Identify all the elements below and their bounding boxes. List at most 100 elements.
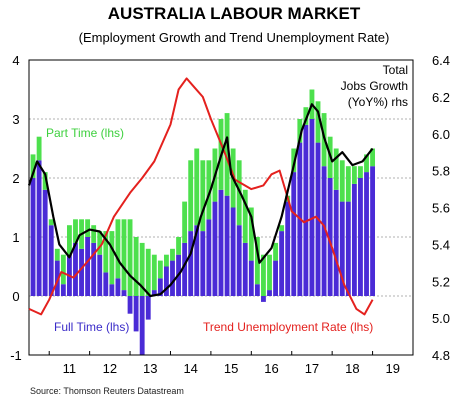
x-tick-label: 17 bbox=[305, 361, 319, 376]
bar-part-time bbox=[273, 242, 278, 261]
y-right-tick-label: 5.2 bbox=[432, 274, 450, 289]
bar-full-time bbox=[42, 189, 48, 296]
x-tick-label: 14 bbox=[183, 361, 197, 376]
bar-part-time bbox=[224, 113, 230, 196]
x-tick-label: 16 bbox=[264, 361, 278, 376]
bar-full-time bbox=[291, 172, 297, 296]
y-right-tick-label: 6.4 bbox=[432, 53, 450, 68]
bar-part-time bbox=[333, 148, 339, 190]
bar-full-time bbox=[194, 225, 200, 296]
bar-part-time bbox=[73, 219, 78, 243]
bar-full-time bbox=[206, 219, 212, 296]
y-left-tick-label: 1 bbox=[12, 230, 19, 245]
bar-part-time bbox=[97, 231, 103, 255]
bar-full-time bbox=[261, 296, 266, 302]
bar-part-time bbox=[42, 172, 48, 190]
bar-full-time bbox=[236, 225, 242, 296]
bar-part-time bbox=[133, 237, 139, 296]
bar-part-time bbox=[315, 101, 321, 143]
bar-full-time bbox=[242, 242, 248, 296]
annotation-unemployment: Trend Unemployment Rate (lhs) bbox=[203, 320, 373, 334]
bar-full-time bbox=[127, 296, 133, 314]
chart-title: AUSTRALIA LABOUR MARKET bbox=[107, 4, 361, 23]
bar-part-time bbox=[370, 148, 376, 167]
bar-full-time bbox=[36, 160, 42, 296]
bar-full-time bbox=[133, 296, 139, 332]
bar-part-time bbox=[351, 166, 357, 184]
bar-full-time bbox=[327, 178, 333, 296]
y-left-tick-label: -1 bbox=[10, 348, 22, 363]
chart-source: Source: Thomson Reuters Datastream bbox=[30, 386, 184, 396]
bar-full-time bbox=[267, 290, 272, 296]
bar-full-time bbox=[285, 201, 291, 296]
bar-full-time bbox=[115, 278, 121, 296]
bar-full-time bbox=[170, 260, 175, 296]
y-right-tick-label: 4.8 bbox=[432, 348, 450, 363]
bar-full-time bbox=[224, 195, 230, 296]
bar-part-time bbox=[30, 154, 36, 178]
bar-part-time bbox=[303, 107, 309, 125]
bar-part-time bbox=[345, 166, 351, 202]
bar-full-time bbox=[309, 119, 315, 296]
y-left-tick-label: 0 bbox=[12, 289, 19, 304]
bar-full-time bbox=[254, 284, 260, 296]
bar-part-time bbox=[157, 260, 163, 279]
bar-full-time bbox=[91, 242, 97, 296]
bar-full-time bbox=[54, 260, 60, 296]
bar-full-time bbox=[364, 172, 369, 296]
bar-full-time bbox=[218, 189, 224, 296]
bar-full-time bbox=[60, 284, 66, 296]
bar-part-time bbox=[206, 160, 212, 220]
y-left-tick-label: 4 bbox=[12, 53, 19, 68]
bar-full-time bbox=[30, 178, 36, 296]
bar-part-time bbox=[194, 148, 200, 226]
annotation-total-line3: (YoY%) rhs bbox=[348, 95, 408, 109]
bar-part-time bbox=[151, 254, 157, 291]
bar-full-time bbox=[248, 260, 254, 296]
bar-full-time bbox=[321, 166, 327, 296]
line-total-jobs-growth bbox=[27, 103, 374, 298]
plot-frame bbox=[28, 59, 414, 356]
bar-part-time bbox=[139, 242, 145, 296]
line-trend-unemployment bbox=[28, 77, 374, 316]
bar-full-time bbox=[230, 207, 236, 296]
y-right-tick-label: 5.0 bbox=[432, 311, 450, 326]
bar-part-time bbox=[261, 254, 266, 296]
y-right-tick-label: 5.4 bbox=[432, 237, 450, 252]
bar-full-time bbox=[212, 201, 218, 296]
bar-part-time bbox=[91, 225, 97, 243]
bar-full-time bbox=[85, 237, 91, 296]
bar-part-time bbox=[248, 207, 254, 261]
bar-part-time bbox=[200, 160, 206, 232]
bar-part-time bbox=[85, 219, 91, 237]
x-tick-label: 11 bbox=[63, 361, 77, 376]
bar-part-time bbox=[164, 254, 169, 267]
y-right-tick-label: 6.0 bbox=[432, 127, 450, 142]
bar-full-time bbox=[139, 296, 145, 355]
x-tick-label: 18 bbox=[345, 361, 359, 376]
y-left-tick-label: 2 bbox=[12, 171, 19, 186]
bar-part-time bbox=[48, 219, 54, 226]
bar-part-time bbox=[297, 119, 303, 143]
bar-part-time bbox=[115, 219, 121, 279]
bar-part-time bbox=[176, 237, 181, 255]
bar-part-time bbox=[182, 201, 188, 243]
bar-full-time bbox=[109, 284, 115, 296]
bar-full-time bbox=[103, 272, 109, 296]
bar-part-time bbox=[36, 136, 42, 161]
bar-full-time bbox=[79, 248, 84, 296]
bar-full-time bbox=[188, 231, 194, 296]
bar-full-time bbox=[273, 260, 278, 296]
annotation-full-time: Full Time (lhs) bbox=[54, 320, 129, 334]
bar-full-time bbox=[157, 278, 163, 296]
y-right-tick-label: 6.2 bbox=[432, 90, 450, 105]
bar-part-time bbox=[267, 254, 272, 291]
bar-part-time bbox=[127, 219, 133, 296]
x-tick-label: 13 bbox=[143, 361, 157, 376]
x-tick-label: 15 bbox=[224, 361, 238, 376]
bar-part-time bbox=[66, 225, 72, 255]
bar-full-time bbox=[345, 201, 351, 296]
annotation-total-line1: Total bbox=[383, 63, 408, 77]
bar-part-time bbox=[242, 189, 248, 243]
bar-part-time bbox=[358, 166, 363, 178]
